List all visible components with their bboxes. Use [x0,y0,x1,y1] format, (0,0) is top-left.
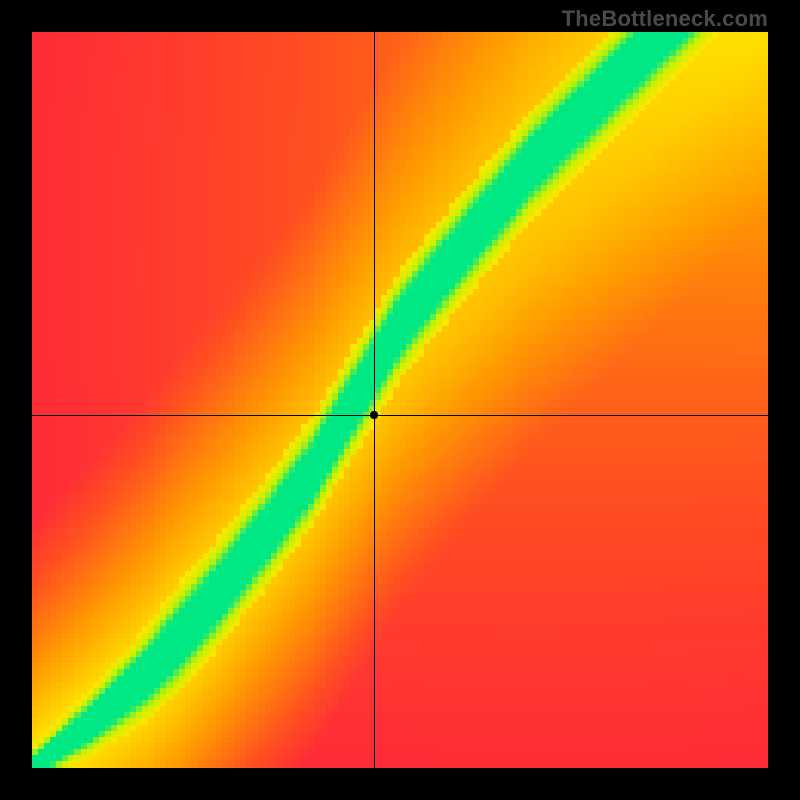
heatmap-canvas [32,32,768,768]
chart-frame: TheBottleneck.com [0,0,800,800]
watermark-text: TheBottleneck.com [562,6,768,32]
heatmap-plot [32,32,768,768]
